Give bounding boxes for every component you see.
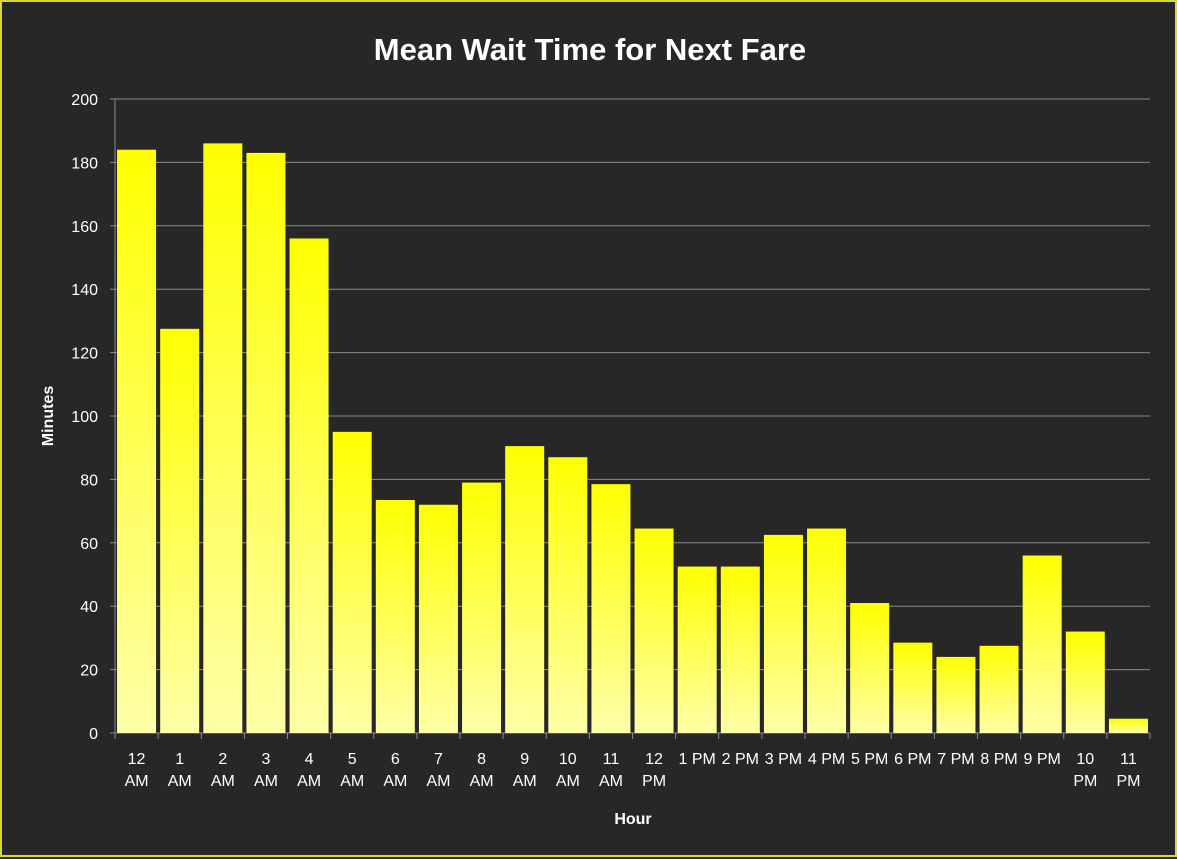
x-axis-label: Hour xyxy=(614,811,651,828)
x-tick-label: AM xyxy=(470,773,494,790)
x-tick-label: 4 PM xyxy=(808,751,845,768)
x-tick-label: 10 xyxy=(1076,751,1094,768)
bar xyxy=(1108,718,1148,733)
gridlines xyxy=(110,98,1150,734)
y-tick-label: 0 xyxy=(89,726,98,743)
bar xyxy=(246,152,286,733)
x-tick-label: 7 xyxy=(434,751,443,768)
bar xyxy=(332,431,372,733)
x-tick-label: 2 xyxy=(218,751,227,768)
y-tick-labels: 0 20 40 60 80 100 120 140 160 180 200 xyxy=(71,92,98,743)
y-tick-label: 140 xyxy=(71,282,98,299)
x-tick-label: 5 xyxy=(348,751,357,768)
y-tick-label: 20 xyxy=(80,663,98,680)
bar xyxy=(462,482,502,733)
bar xyxy=(591,484,631,733)
bar xyxy=(763,534,803,733)
y-axis-label: Minutes xyxy=(40,386,57,447)
y-tick-label: 180 xyxy=(71,155,98,172)
bar xyxy=(1022,555,1062,733)
bar xyxy=(807,528,847,733)
x-tick-label: 5 PM xyxy=(851,751,888,768)
x-tick-label: AM xyxy=(168,773,192,790)
x-tick-label: 12 xyxy=(645,751,663,768)
x-tick-label: 11 xyxy=(1120,751,1137,768)
bar xyxy=(548,457,588,733)
x-tick-label: PM xyxy=(1116,773,1140,790)
bar xyxy=(720,566,760,733)
x-tick-label: 4 xyxy=(305,751,314,768)
bar xyxy=(418,504,458,733)
x-tick-label: PM xyxy=(1073,773,1097,790)
x-tick-label: AM xyxy=(599,773,623,790)
x-tick-label: 9 PM xyxy=(1024,751,1061,768)
x-tick-label: AM xyxy=(556,773,580,790)
x-tick-label: 3 PM xyxy=(765,751,802,768)
bar xyxy=(375,500,415,733)
y-tick-label: 60 xyxy=(80,536,98,553)
bar xyxy=(893,642,933,733)
x-tick-label: AM xyxy=(125,773,149,790)
chart-title: Mean Wait Time for Next Fare xyxy=(374,32,806,67)
bar xyxy=(160,328,200,733)
bar xyxy=(979,645,1019,733)
bar xyxy=(505,446,545,733)
y-tick-label: 80 xyxy=(80,472,98,489)
x-tick-label: PM xyxy=(642,773,666,790)
x-tick-label: AM xyxy=(211,773,235,790)
bar xyxy=(117,149,157,734)
x-tick-label: 10 xyxy=(559,751,577,768)
bar xyxy=(1065,631,1105,733)
x-tick-label: 2 PM xyxy=(722,751,759,768)
x-tick-label: 12 xyxy=(128,751,146,768)
x-tick-labels: 12 AM 1 AM 2 AM 3 AM 4 AM 5 AM 6 AM 7 AM 8 AM 9 AM 10 AM 11 AM 1… xyxy=(125,751,1141,790)
bar xyxy=(289,238,329,734)
x-tick-label: 9 xyxy=(520,751,529,768)
y-tick-label: 120 xyxy=(71,346,98,363)
x-tick-label: 8 xyxy=(477,751,486,768)
x-tick-label: AM xyxy=(426,773,450,790)
x-tick-label: 1 PM xyxy=(679,751,716,768)
x-tick-label: 7 PM xyxy=(937,751,974,768)
x-tick-label: AM xyxy=(254,773,278,790)
y-tick-label: 40 xyxy=(80,599,98,616)
bar xyxy=(850,603,890,733)
x-tick-label: AM xyxy=(340,773,364,790)
x-tick-label: AM xyxy=(513,773,537,790)
y-tick-label: 160 xyxy=(71,219,98,236)
x-tick-label: 3 xyxy=(261,751,270,768)
bars xyxy=(117,143,1148,734)
y-tick-label: 100 xyxy=(71,409,98,426)
x-tick-label: 1 xyxy=(175,751,184,768)
x-tick-label: 6 xyxy=(391,751,400,768)
bar xyxy=(634,528,674,733)
x-tick-label: 6 PM xyxy=(894,751,931,768)
bar xyxy=(677,566,717,733)
x-tick-label: AM xyxy=(383,773,407,790)
y-tick-label: 200 xyxy=(71,92,98,109)
x-tick-label: 8 PM xyxy=(980,751,1017,768)
axes xyxy=(114,99,1151,739)
x-tick-label: 11 xyxy=(603,751,620,768)
bar xyxy=(936,656,976,733)
bar xyxy=(203,143,243,733)
x-tick-label: AM xyxy=(297,773,321,790)
